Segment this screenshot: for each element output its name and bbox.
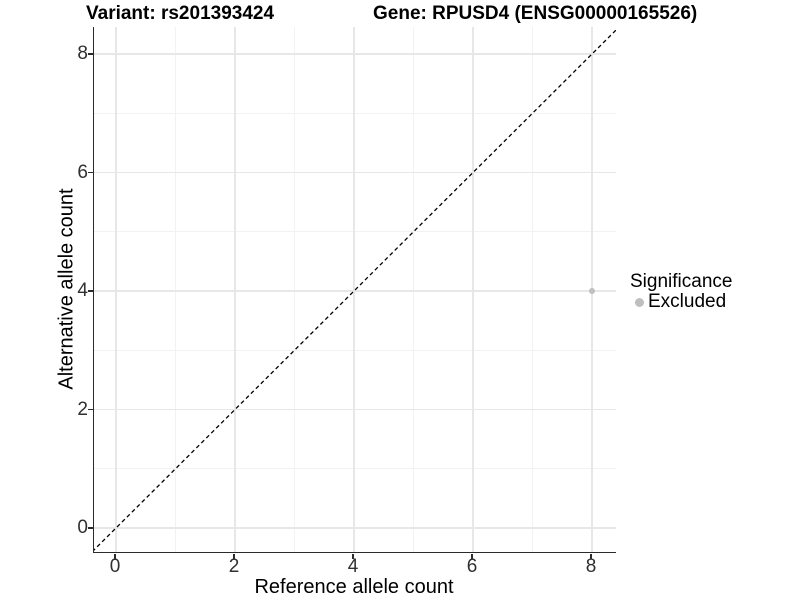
gridline-major-horizontal (94, 408, 616, 411)
y-axis-tick (88, 290, 93, 292)
gridline-minor-vertical (532, 27, 533, 552)
legend-key (630, 293, 648, 311)
gridline-major-horizontal (94, 290, 616, 292)
y-axis-tick (88, 171, 93, 174)
x-tick-label: 0 (109, 556, 121, 577)
gridline-minor-horizontal (94, 112, 616, 114)
gridline-major-vertical (472, 27, 474, 552)
x-tick-label: 2 (228, 556, 240, 577)
x-tick-label: 8 (585, 556, 597, 577)
y-tick-label: 6 (77, 161, 88, 183)
plot-title-gene: Gene: RPUSD4 (ENSG00000165526) (373, 3, 698, 24)
legend-item-label: Excluded (648, 291, 727, 312)
excluded-dot-icon (634, 297, 644, 307)
gridline-major-horizontal (94, 527, 616, 529)
legend-item-excluded: Excluded (630, 292, 732, 312)
legend-title: Significance (630, 271, 733, 292)
gridline-minor-horizontal (94, 349, 616, 351)
plot-title-variant: Variant: rs201393424 (86, 3, 275, 24)
y-tick-label: 2 (77, 398, 88, 420)
x-axis-tick (590, 553, 592, 559)
x-tick-label: 4 (347, 556, 359, 577)
gridline-minor-horizontal (94, 231, 616, 233)
y-axis-tick (88, 53, 93, 55)
x-axis-tick (114, 553, 116, 559)
data-point-excluded (589, 288, 595, 294)
gridline-major-horizontal (94, 53, 616, 55)
y-tick-label: 4 (77, 280, 88, 301)
gridline-minor-horizontal (94, 468, 616, 470)
plot-panel (93, 27, 616, 553)
gridline-minor-vertical (413, 27, 414, 552)
y-tick-label: 8 (77, 43, 88, 64)
y-axis-tick (88, 527, 93, 529)
legend: Significance Excluded (630, 271, 732, 312)
identity-line (94, 29, 616, 551)
gridline-major-vertical (115, 27, 117, 552)
gridline-minor-vertical (175, 27, 176, 552)
x-tick-label: 6 (466, 556, 478, 577)
x-axis-tick (352, 553, 354, 559)
y-tick-label: 0 (77, 517, 88, 538)
gridline-minor-vertical (294, 27, 295, 552)
x-axis-tick (233, 553, 235, 559)
gridline-major-horizontal (94, 171, 616, 174)
x-axis-tick (471, 553, 473, 559)
y-axis-tick (88, 408, 93, 411)
gridline-major-vertical (353, 27, 355, 552)
gridline-major-vertical (234, 27, 236, 552)
x-axis-title: Reference allele count (254, 576, 454, 598)
